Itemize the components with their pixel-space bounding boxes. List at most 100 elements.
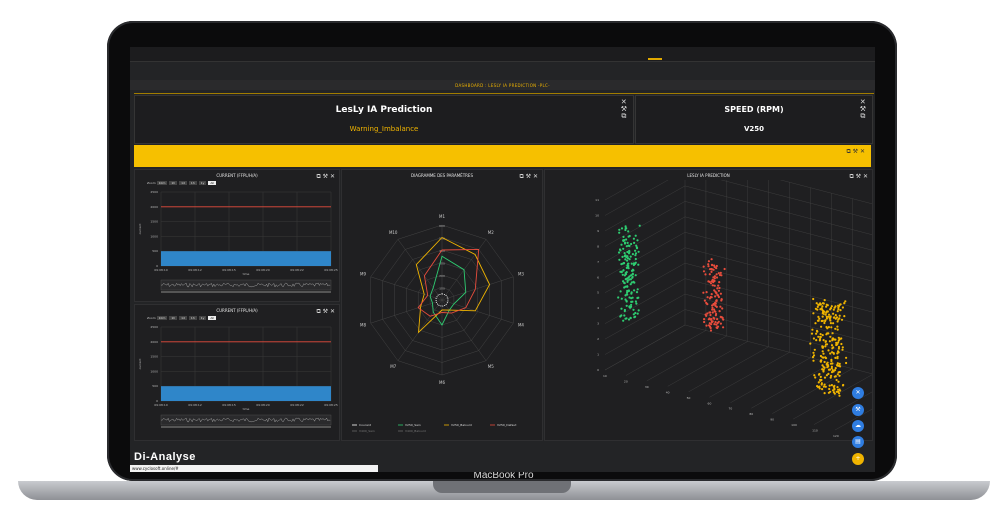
- add-fab[interactable]: +: [852, 453, 864, 465]
- scatter-point: [713, 265, 716, 269]
- scatter-point: [843, 302, 846, 305]
- database-fab[interactable]: ▤: [852, 436, 864, 448]
- scatter-point: [821, 308, 824, 311]
- y-tick-label: 3: [597, 322, 599, 326]
- zoom-button[interactable]: 1h: [169, 316, 178, 320]
- grid-line: [684, 232, 872, 282]
- scatter-point: [838, 303, 841, 306]
- copy-icon[interactable]: ⧉: [846, 148, 851, 155]
- scatter-point: [815, 332, 818, 335]
- scatter-point: [715, 299, 718, 302]
- scatter-point: [832, 312, 835, 315]
- close-icon[interactable]: ✕: [859, 148, 865, 155]
- scatter-point: [705, 314, 708, 317]
- scatter-point: [822, 385, 825, 388]
- scatter-point: [712, 268, 715, 271]
- chart-tools: ⧉ ⚒ ✕: [316, 173, 335, 181]
- scatter-point: [835, 316, 839, 319]
- close-fab[interactable]: ✕: [852, 387, 864, 399]
- copy-icon[interactable]: ⧉: [860, 112, 866, 120]
- grid-line: [684, 201, 872, 251]
- wrench-icon[interactable]: ⚒: [855, 173, 862, 180]
- copy-icon[interactable]: ⧉: [849, 173, 854, 180]
- scatter-point: [829, 322, 832, 325]
- zoom-button[interactable]: 1y: [198, 181, 207, 185]
- scatter-point: [710, 258, 713, 261]
- scatter-point: [711, 284, 714, 287]
- x-tick-label: 60: [708, 401, 712, 405]
- speed-card: SPEED (RPM) V250 ✕ ⚒ ⧉: [635, 95, 873, 144]
- radar-tick-label: 600: [439, 224, 445, 228]
- scatter-point: [708, 273, 711, 276]
- zoom-button[interactable]: 10m: [156, 316, 168, 320]
- scatter-point: [637, 296, 640, 299]
- close-icon[interactable]: ✕: [329, 173, 335, 180]
- close-icon[interactable]: ✕: [329, 308, 335, 315]
- scatter-point: [625, 293, 628, 296]
- zoom-button[interactable]: All: [208, 181, 217, 185]
- scatter-point: [823, 360, 826, 364]
- zoom-button[interactable]: 1y: [198, 316, 207, 320]
- scatter-point: [629, 278, 632, 281]
- close-icon[interactable]: ✕: [532, 173, 538, 180]
- scatter-point: [815, 339, 818, 342]
- wrench-icon[interactable]: ⚒: [322, 308, 329, 315]
- wrench-icon[interactable]: ⚒: [859, 105, 866, 113]
- close-icon[interactable]: ✕: [862, 173, 868, 180]
- scatter-point: [709, 282, 713, 285]
- legend-item: V400_Balourd: [405, 429, 426, 433]
- scatter-point: [831, 362, 834, 365]
- scatter-point: [819, 375, 822, 378]
- scatter-point: [719, 322, 722, 325]
- wrench-icon[interactable]: ⚒: [620, 105, 627, 113]
- current-chart-plot: 2500 2000 1500 1000 500 009:08:10 09:08:12 09:0…: [138, 325, 338, 428]
- scatter-point: [715, 273, 718, 276]
- copy-icon[interactable]: ⧉: [621, 112, 627, 120]
- x-tick-label: 09:08:22: [290, 403, 304, 407]
- grid-line: [604, 278, 686, 324]
- scatter-3d-chart: 0 1 2 3 4 5 6 7 8 9 10 11 10 20 30 40 50 60 70 80 90 100 110 12…: [595, 180, 872, 438]
- zoom-button[interactable]: All: [208, 316, 217, 320]
- scatter-point: [838, 362, 841, 365]
- scatter-point: [824, 319, 827, 322]
- grid-line: [709, 352, 790, 398]
- grid-line: [834, 408, 872, 431]
- radar-spoke: [397, 239, 443, 301]
- zoom-button[interactable]: 1h: [188, 316, 197, 320]
- grid-line: [684, 262, 872, 313]
- wrench-icon[interactable]: ⚒: [525, 173, 532, 180]
- scatter-point: [836, 364, 839, 367]
- zoom-button[interactable]: 1d: [179, 316, 187, 320]
- grid-line: [684, 185, 872, 235]
- scatter-point: [634, 261, 637, 264]
- zoom-button[interactable]: 1h: [169, 181, 178, 185]
- scatter-point: [716, 325, 720, 328]
- zoom-button[interactable]: 1d: [179, 181, 187, 185]
- y-tick-label: 1: [597, 353, 599, 357]
- scatter-point: [626, 259, 629, 262]
- scatter-point: [830, 305, 833, 308]
- wrench-fab[interactable]: ⚒: [852, 404, 864, 416]
- close-icon[interactable]: ✕: [859, 98, 866, 106]
- zoom-button[interactable]: 10m: [156, 181, 168, 185]
- copy-icon[interactable]: ⧉: [316, 308, 321, 315]
- wrench-icon[interactable]: ⚒: [322, 173, 329, 180]
- zoom-button[interactable]: 1h: [188, 181, 197, 185]
- scatter-point: [828, 317, 831, 320]
- grid-line: [604, 180, 641, 201]
- scatter-point: [837, 308, 840, 311]
- scatter-point: [819, 333, 822, 336]
- speed-card-tools: ✕ ⚒ ⧉: [860, 99, 866, 120]
- scatter-point: [845, 356, 848, 359]
- scatter-point: [630, 262, 633, 265]
- x-tick-label: 09:08:22: [290, 268, 304, 272]
- scatter-point: [717, 289, 720, 292]
- scatter-point: [717, 284, 720, 287]
- wrench-icon[interactable]: ⚒: [852, 148, 859, 155]
- copy-icon[interactable]: ⧉: [519, 173, 524, 180]
- copy-icon[interactable]: ⧉: [316, 173, 321, 180]
- scatter-point: [622, 280, 625, 283]
- close-icon[interactable]: ✕: [620, 98, 627, 106]
- x-tick-label: 90: [770, 418, 774, 422]
- cloud-fab[interactable]: ☁: [852, 420, 864, 432]
